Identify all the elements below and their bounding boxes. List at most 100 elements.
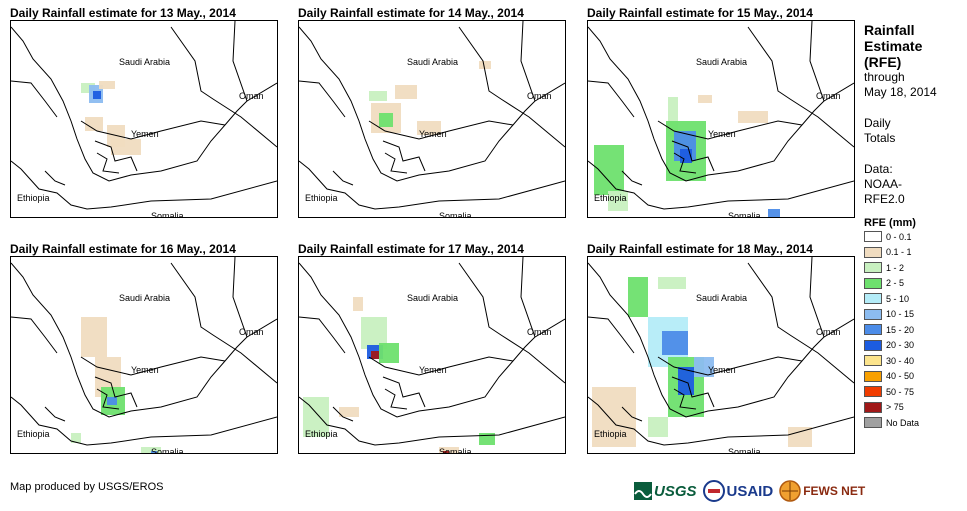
legend-label: > 75 xyxy=(886,402,904,413)
rain-cell xyxy=(678,367,694,395)
through-date: May 18, 2014 xyxy=(864,85,937,99)
panel-title: Daily Rainfall estimate for 16 May., 201… xyxy=(10,242,236,256)
rain-cell xyxy=(680,149,692,163)
rain-cell xyxy=(443,451,449,453)
legend-label: 1 - 2 xyxy=(886,262,905,273)
label-somalia: Somalia xyxy=(728,211,761,217)
legend-swatch xyxy=(864,386,882,398)
label-yemen: Yemen xyxy=(708,365,736,375)
fewsnet-globe-icon xyxy=(779,480,801,502)
legend-item: 30 - 40 xyxy=(864,353,964,369)
legend-item: 5 - 10 xyxy=(864,291,964,307)
label-saudi-arabia: Saudi Arabia xyxy=(407,57,458,67)
rain-cell xyxy=(608,191,628,211)
legend-item: 1 - 2 xyxy=(864,260,964,276)
rain-cell xyxy=(371,351,379,359)
data-source-3: RFE2.0 xyxy=(864,192,905,206)
panel-title: Daily Rainfall estimate for 17 May., 201… xyxy=(298,242,524,256)
legend-sidebar: Rainfall Estimate (RFE) through May 18, … xyxy=(864,22,964,431)
legend-swatch xyxy=(864,370,882,382)
label-oman: Oman xyxy=(816,91,841,101)
legend-label: 15 - 20 xyxy=(886,324,915,335)
label-ethiopia: Ethiopia xyxy=(17,193,50,203)
rainfall-map: Saudi Arabia Oman Yemen Ethiopia Somalia xyxy=(298,20,566,218)
rain-cell xyxy=(698,95,712,103)
partner-logos: USGS USAID FEWS NET xyxy=(634,476,865,506)
legend-label: 0.1 - 1 xyxy=(886,247,912,258)
legend-swatch xyxy=(864,262,882,274)
legend-item: 0 - 0.1 xyxy=(864,229,964,245)
label-oman: Oman xyxy=(816,327,841,337)
legend-items: 0 - 0.1 0.1 - 1 1 - 2 2 - 5 5 - 10 10 - 15 15 … xyxy=(864,229,964,431)
legend-swatch xyxy=(864,417,882,429)
rainfall-map: Saudi Arabia Oman Yemen Ethiopia Somalia xyxy=(10,256,278,454)
rain-cell xyxy=(658,277,686,289)
label-oman: Oman xyxy=(239,327,264,337)
rain-cell xyxy=(353,297,363,311)
legend-swatch xyxy=(864,293,882,305)
rainfall-panel: Daily Rainfall estimate for 16 May., 201… xyxy=(10,242,278,454)
rainfall-map: Saudi Arabia Oman Yemen Ethiopia Somalia xyxy=(587,256,855,454)
legend-item: 2 - 5 xyxy=(864,276,964,292)
label-somalia: Somalia xyxy=(151,211,184,217)
rain-cell xyxy=(339,407,359,417)
rainfall-panel: Daily Rainfall estimate for 13 May., 201… xyxy=(10,6,278,218)
daily-label-2: Totals xyxy=(864,131,896,145)
rain-cell xyxy=(141,447,161,453)
panel-title: Daily Rainfall estimate for 14 May., 201… xyxy=(298,6,524,20)
legend-swatch xyxy=(864,401,882,413)
rain-cell xyxy=(668,97,678,137)
through-text: through xyxy=(864,70,905,84)
label-yemen: Yemen xyxy=(419,129,447,139)
legend-label: 10 - 15 xyxy=(886,309,915,320)
rain-cell xyxy=(107,397,117,405)
coastlines xyxy=(11,257,277,446)
legend-title-line2: Estimate xyxy=(864,38,923,54)
legend-swatch xyxy=(864,246,882,258)
label-somalia: Somalia xyxy=(439,211,472,217)
legend-label: 0 - 0.1 xyxy=(886,231,912,242)
label-ethiopia: Ethiopia xyxy=(594,193,627,203)
label-ethiopia: Ethiopia xyxy=(594,429,627,439)
coastlines xyxy=(588,257,854,446)
data-source-1: Data: xyxy=(864,162,893,176)
map-credit: Map produced by USGS/EROS xyxy=(10,481,164,493)
rainfall-map: Saudi Arabia Oman Yemen Ethiopia Somalia xyxy=(298,256,566,454)
rain-cell xyxy=(479,61,491,69)
rainfall-panel: Daily Rainfall estimate for 17 May., 201… xyxy=(298,242,566,454)
label-ethiopia: Ethiopia xyxy=(305,193,338,203)
rain-cell xyxy=(151,451,157,453)
rain-cell xyxy=(71,433,81,443)
legend-label: 50 - 75 xyxy=(886,386,915,397)
rainfall-panel: Daily Rainfall estimate for 18 May., 201… xyxy=(587,242,855,454)
legend-label: No Data xyxy=(886,417,920,428)
label-oman: Oman xyxy=(527,327,552,337)
rain-cell xyxy=(369,91,387,101)
legend-swatch xyxy=(864,277,882,289)
panel-title: Daily Rainfall estimate for 18 May., 201… xyxy=(587,242,813,256)
coastlines xyxy=(588,21,854,210)
rain-cell xyxy=(85,117,103,131)
rain-cell xyxy=(628,277,648,317)
rain-cell xyxy=(81,317,107,357)
legend-swatch xyxy=(864,355,882,367)
legend-label: 5 - 10 xyxy=(886,293,910,304)
legend-item: 50 - 75 xyxy=(864,384,964,400)
rain-cell xyxy=(395,85,417,99)
rainfall-map: Saudi Arabia Oman Yemen Ethiopia Somalia xyxy=(587,20,855,218)
rain-cell xyxy=(99,81,115,89)
label-yemen: Yemen xyxy=(419,365,447,375)
coastlines xyxy=(299,21,565,210)
label-yemen: Yemen xyxy=(131,129,159,139)
legend-item: 15 - 20 xyxy=(864,322,964,338)
daily-label-1: Daily xyxy=(864,116,891,130)
legend-label: 40 - 50 xyxy=(886,371,915,382)
panel-title: Daily Rainfall estimate for 13 May., 201… xyxy=(10,6,236,20)
legend-item: 20 - 30 xyxy=(864,338,964,354)
legend-label: 20 - 30 xyxy=(886,340,915,351)
rain-cell xyxy=(81,83,95,93)
legend-item: > 75 xyxy=(864,400,964,416)
label-somalia: Somalia xyxy=(728,447,761,453)
legend-item: 10 - 15 xyxy=(864,307,964,323)
rain-cell xyxy=(379,343,399,363)
